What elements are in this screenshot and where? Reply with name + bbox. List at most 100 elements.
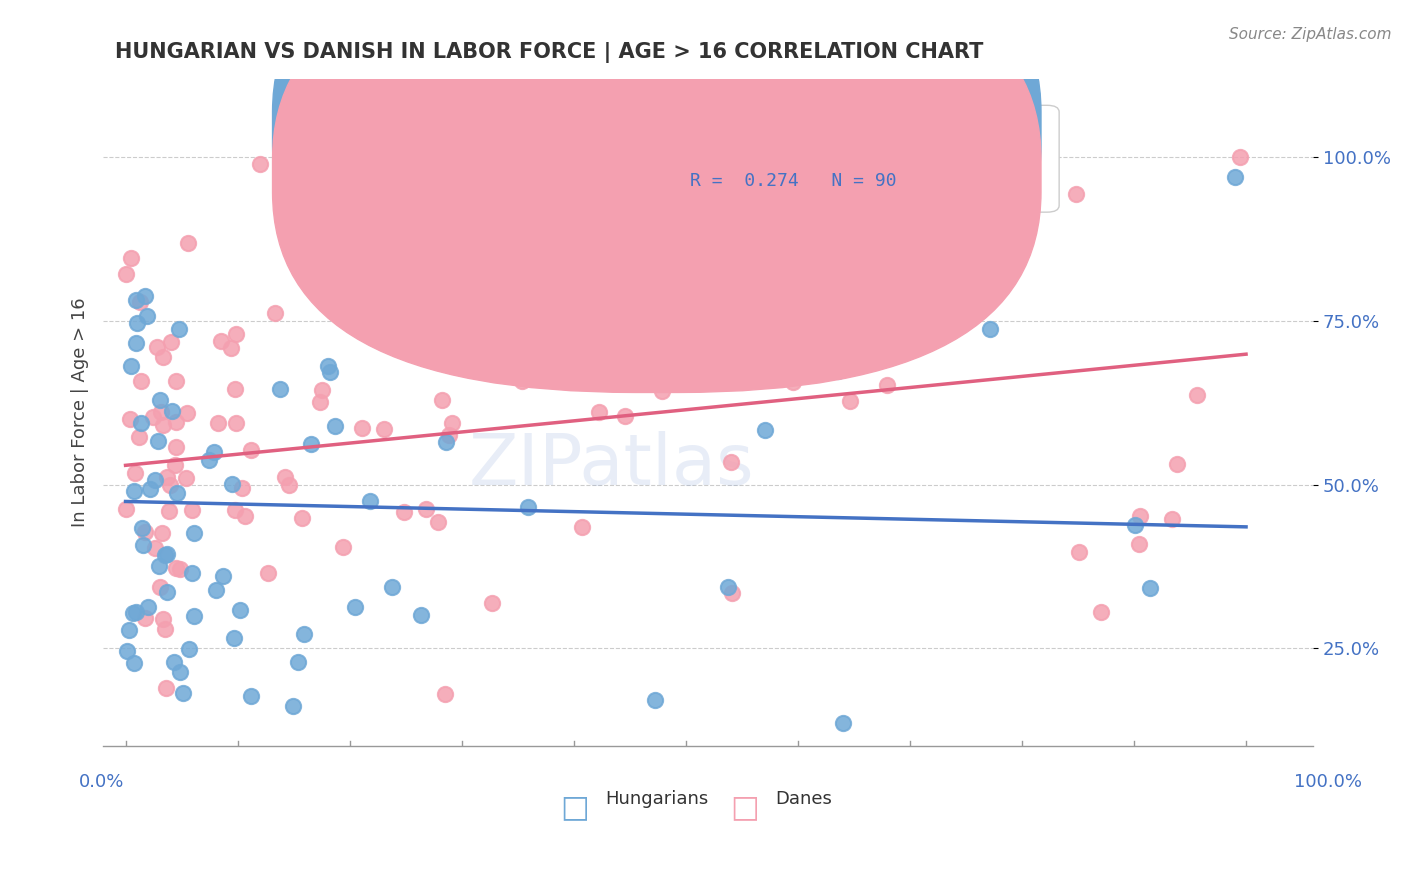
Text: Source: ZipAtlas.com: Source: ZipAtlas.com: [1229, 27, 1392, 42]
Point: [1123, 518, 1146, 533]
Point: [278, 477, 301, 491]
Point: [274, 469, 297, 483]
Point: [148, 434, 170, 448]
Point: [166, 486, 188, 500]
Point: [120, 359, 142, 373]
Point: [134, 525, 156, 540]
Point: [240, 690, 263, 704]
FancyBboxPatch shape: [273, 0, 1040, 346]
Point: [782, 375, 804, 389]
Point: [165, 416, 187, 430]
Point: [152, 418, 174, 433]
Point: [1128, 537, 1150, 551]
Point: [212, 569, 235, 583]
FancyBboxPatch shape: [612, 105, 1059, 212]
Text: Hungarians: Hungarians: [606, 789, 709, 808]
Point: [183, 609, 205, 624]
Point: [118, 623, 141, 637]
Point: [481, 597, 503, 611]
Point: [430, 392, 453, 407]
Point: [434, 687, 457, 701]
Point: [125, 606, 148, 620]
Point: [225, 417, 247, 431]
Point: [155, 584, 177, 599]
Point: [124, 656, 146, 670]
Point: [1129, 509, 1152, 524]
Point: [510, 374, 533, 388]
Point: [517, 500, 540, 515]
Point: [588, 405, 610, 419]
Point: [392, 505, 415, 519]
Point: [344, 600, 367, 615]
Point: [152, 351, 174, 365]
Point: [249, 157, 271, 171]
Point: [155, 622, 177, 636]
Point: [165, 561, 187, 575]
Point: [716, 580, 738, 594]
Point: [257, 566, 280, 580]
Point: [121, 606, 143, 620]
Point: [1229, 150, 1251, 164]
Point: [114, 502, 136, 516]
Point: [134, 289, 156, 303]
Point: [205, 583, 228, 598]
Point: [319, 365, 342, 379]
Point: [176, 406, 198, 420]
Point: [160, 334, 183, 349]
Point: [1166, 458, 1188, 472]
Point: [124, 484, 146, 499]
Point: [125, 336, 148, 351]
Point: [143, 541, 166, 555]
Point: [332, 541, 354, 555]
Point: [169, 562, 191, 576]
Point: [138, 482, 160, 496]
Point: [352, 421, 374, 435]
Point: [150, 526, 173, 541]
Point: [159, 478, 181, 492]
Point: [207, 416, 229, 430]
Point: [209, 334, 232, 348]
Point: [148, 580, 170, 594]
Point: [222, 631, 245, 645]
Point: [633, 334, 655, 349]
Text: 0.0%: 0.0%: [79, 773, 124, 791]
Point: [308, 395, 330, 409]
Point: [231, 481, 253, 495]
Point: [299, 437, 322, 451]
Point: [179, 642, 201, 657]
Point: [198, 452, 221, 467]
Text: □: □: [730, 793, 759, 822]
Point: [318, 359, 340, 373]
Point: [373, 422, 395, 436]
Point: [174, 471, 197, 485]
Point: [758, 263, 780, 277]
FancyBboxPatch shape: [273, 0, 1040, 392]
Point: [1066, 187, 1088, 202]
Point: [157, 504, 180, 518]
Point: [347, 228, 370, 243]
Point: [143, 473, 166, 487]
Point: [155, 549, 177, 563]
Point: [827, 364, 849, 378]
Point: [131, 521, 153, 535]
Point: [1160, 512, 1182, 526]
Point: [292, 627, 315, 641]
Point: [876, 377, 898, 392]
Point: [287, 655, 309, 669]
Text: ZIPatlas: ZIPatlas: [468, 432, 754, 500]
Point: [180, 502, 202, 516]
Point: [323, 418, 346, 433]
Point: [644, 693, 666, 707]
Point: [135, 309, 157, 323]
Point: [426, 515, 449, 529]
Point: [571, 520, 593, 534]
Point: [1187, 387, 1209, 401]
Point: [165, 441, 187, 455]
Point: [593, 336, 616, 351]
Point: [163, 655, 186, 669]
Point: [145, 340, 167, 354]
Point: [1090, 605, 1112, 619]
Point: [411, 608, 433, 623]
Point: [311, 384, 333, 398]
Point: [437, 428, 460, 442]
